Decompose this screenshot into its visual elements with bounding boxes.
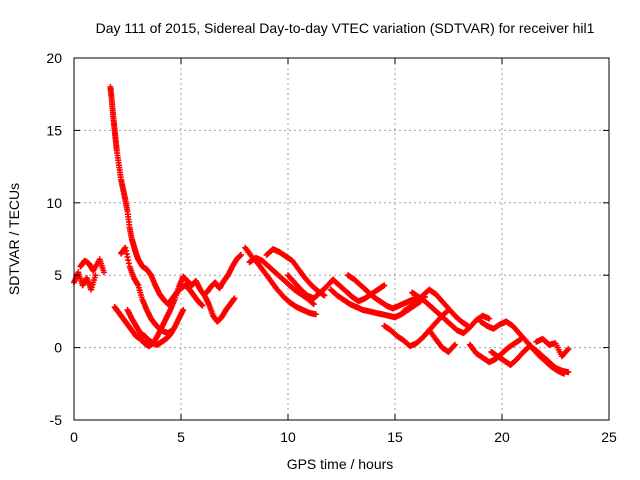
data-point — [312, 311, 319, 318]
data-point — [565, 369, 572, 376]
axis-ticks: 0 5 10 15 20 25 -5 0 5 10 15 20 — [46, 50, 617, 445]
series-arc1 — [71, 269, 99, 293]
data-point — [92, 272, 99, 279]
data-point — [309, 300, 316, 307]
y-tick-label: 20 — [46, 50, 62, 66]
data-point — [565, 346, 572, 353]
series-arc6 — [118, 244, 176, 337]
y-tick-label: 5 — [54, 267, 62, 283]
series-arc2 — [77, 256, 107, 276]
x-tick-label: 20 — [494, 429, 510, 445]
series-arc7 — [203, 251, 244, 296]
series-arc21 — [533, 335, 572, 360]
series-arc11 — [285, 272, 388, 305]
data-point — [199, 302, 206, 309]
data-point — [180, 306, 187, 313]
y-tick-label: 0 — [54, 340, 62, 356]
x-tick-label: 5 — [177, 429, 185, 445]
data-point — [100, 269, 107, 276]
data-points — [71, 83, 572, 377]
y-tick-label: 10 — [46, 195, 62, 211]
data-point — [486, 315, 493, 322]
x-axis-label: GPS time / hours — [287, 456, 394, 472]
data-point — [451, 341, 458, 348]
grid-layer — [74, 58, 609, 420]
chart-title: Day 111 of 2015, Sidereal Day-to-day VTE… — [96, 20, 595, 36]
x-tick-label: 10 — [280, 429, 296, 445]
data-point — [169, 327, 176, 334]
plot-frame — [73, 57, 610, 421]
data-point — [321, 292, 328, 299]
series-arc16 — [409, 289, 493, 337]
y-tick-label: -5 — [50, 412, 63, 428]
data-point — [231, 295, 238, 302]
y-axis-label: SDTVAR / TECUs — [6, 183, 22, 295]
series-arc4 — [111, 273, 238, 350]
series-arc17 — [426, 327, 458, 355]
series-arc20 — [488, 343, 572, 376]
data-point — [310, 301, 317, 308]
data-point — [518, 335, 525, 342]
series-arc8 — [242, 244, 319, 318]
x-tick-label: 25 — [601, 429, 617, 445]
x-tick-label: 15 — [387, 429, 403, 445]
data-point — [237, 251, 244, 258]
x-tick-label: 0 — [70, 429, 78, 445]
data-point — [381, 282, 388, 289]
y-tick-label: 15 — [46, 122, 62, 138]
